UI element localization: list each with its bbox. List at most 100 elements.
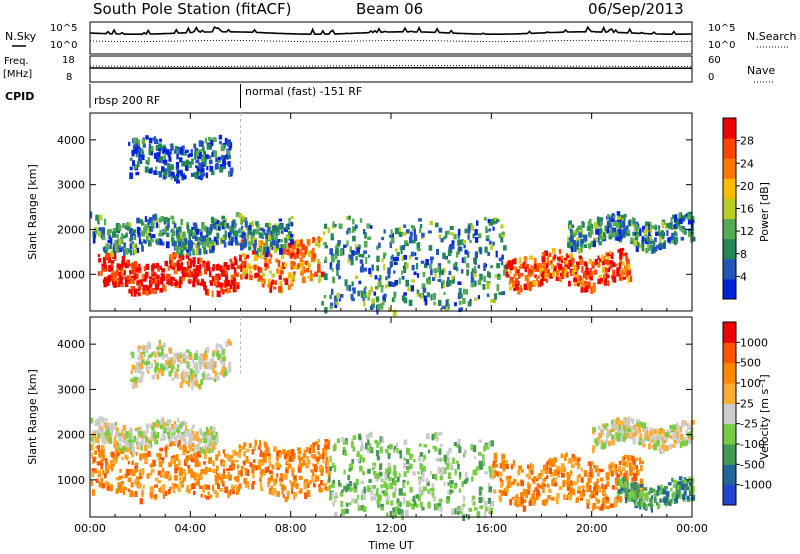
- scatter-cell: [472, 233, 475, 239]
- scatter-cell: [618, 495, 623, 503]
- scatter-cell: [177, 487, 181, 493]
- scatter-cell: [426, 433, 430, 440]
- scatter-cell: [154, 352, 157, 358]
- scatter-cell: [631, 418, 635, 424]
- scatter-cell: [185, 159, 190, 165]
- scatter-cell: [445, 230, 448, 238]
- scatter-cell: [611, 213, 615, 217]
- scatter-cell: [216, 473, 220, 480]
- scatter-cell: [551, 271, 556, 277]
- scatter-cell: [600, 278, 604, 283]
- scatter-cell: [208, 136, 212, 141]
- scatter-cell: [188, 489, 191, 494]
- scatter-cell: [416, 293, 420, 297]
- scatter-cell: [379, 436, 383, 443]
- scatter-cell: [293, 240, 296, 244]
- scatter-cell: [520, 497, 524, 504]
- scatter-cell: [210, 431, 214, 436]
- scatter-cell: [320, 271, 325, 278]
- scatter-cell: [214, 474, 217, 482]
- scatter-cell: [392, 309, 397, 317]
- scatter-cell: [614, 432, 618, 437]
- scatter-cell: [96, 437, 100, 444]
- scatter-cell: [171, 365, 175, 369]
- scatter-cell: [201, 360, 204, 367]
- scatter-cell: [176, 170, 181, 174]
- scatter-cell: [265, 232, 268, 240]
- scatter-cell: [162, 430, 167, 434]
- scatter-cell: [251, 232, 256, 236]
- scatter-cell: [459, 293, 463, 299]
- x-tick-label: 12:00: [375, 522, 407, 535]
- nave-tick-top: 60: [708, 55, 721, 66]
- scatter-cell: [169, 254, 174, 260]
- scatter-cell: [638, 244, 642, 249]
- scatter-cell: [584, 234, 588, 241]
- scatter-cell: [276, 268, 279, 274]
- scatter-cell: [437, 466, 441, 474]
- scatter-cell: [472, 469, 476, 476]
- scatter-cell: [253, 445, 257, 451]
- scatter-cell: [660, 230, 665, 234]
- scatter-cell: [318, 277, 321, 284]
- scatter-cell: [121, 276, 125, 280]
- scatter-cell: [494, 274, 498, 278]
- scatter-cell: [181, 434, 184, 442]
- scatter-cell: [214, 371, 217, 378]
- scatter-cell: [312, 273, 315, 277]
- scatter-cell: [113, 453, 117, 461]
- scatter-cell: [622, 252, 626, 257]
- scatter-cell: [609, 260, 614, 265]
- scatter-cell: [640, 501, 644, 508]
- scatter-cell: [177, 364, 180, 368]
- scatter-cell: [562, 480, 565, 488]
- scatter-cell: [498, 489, 503, 494]
- scatter-cell: [203, 154, 206, 160]
- scatter-cell: [536, 490, 540, 497]
- scatter-cell: [616, 236, 620, 241]
- scatter-cell: [409, 453, 413, 460]
- scatter-cell: [278, 223, 283, 230]
- scatter-cell: [363, 300, 366, 307]
- scatter-cell: [434, 432, 437, 440]
- scatter-cell: [111, 273, 115, 279]
- scatter-cell: [211, 152, 214, 157]
- scatter-cell: [488, 272, 491, 279]
- scatter-cell: [203, 263, 206, 267]
- scatter-cell: [687, 479, 690, 484]
- scatter-cell: [625, 225, 629, 232]
- scatter-cell: [596, 436, 601, 443]
- scatter-cell: [279, 464, 282, 468]
- scatter-cell: [132, 492, 135, 497]
- scatter-cell: [416, 273, 420, 278]
- scatter-cell: [564, 264, 569, 269]
- scatter-cell: [185, 245, 188, 249]
- scatter-cell: [435, 222, 439, 228]
- scatter-cell: [449, 480, 452, 486]
- scatter-cell: [505, 268, 508, 274]
- scatter-cell: [323, 273, 328, 281]
- scatter-cell: [310, 454, 314, 458]
- scatter-cell: [537, 275, 540, 279]
- scatter-cell: [553, 457, 557, 463]
- scatter-cell: [395, 256, 399, 261]
- scatter-cell: [244, 467, 248, 472]
- scatter-cell: [331, 267, 334, 272]
- scatter-cell: [244, 273, 249, 280]
- scatter-cell: [679, 225, 682, 231]
- scatter-cell: [147, 450, 151, 457]
- scatter-cell: [193, 143, 197, 148]
- scatter-cell: [177, 459, 181, 467]
- scatter-cell: [253, 459, 256, 463]
- scatter-cell: [389, 261, 393, 269]
- scatter-cell: [128, 227, 133, 234]
- scatter-cell: [315, 475, 320, 481]
- scatter-cell: [126, 275, 129, 279]
- scatter-cell: [170, 216, 175, 220]
- scatter-cell: [174, 245, 179, 251]
- scatter-cell: [175, 229, 179, 236]
- scatter-cell: [286, 235, 290, 240]
- scatter-cell: [117, 485, 121, 493]
- scatter-cell: [241, 253, 246, 257]
- scatter-cell: [324, 439, 328, 443]
